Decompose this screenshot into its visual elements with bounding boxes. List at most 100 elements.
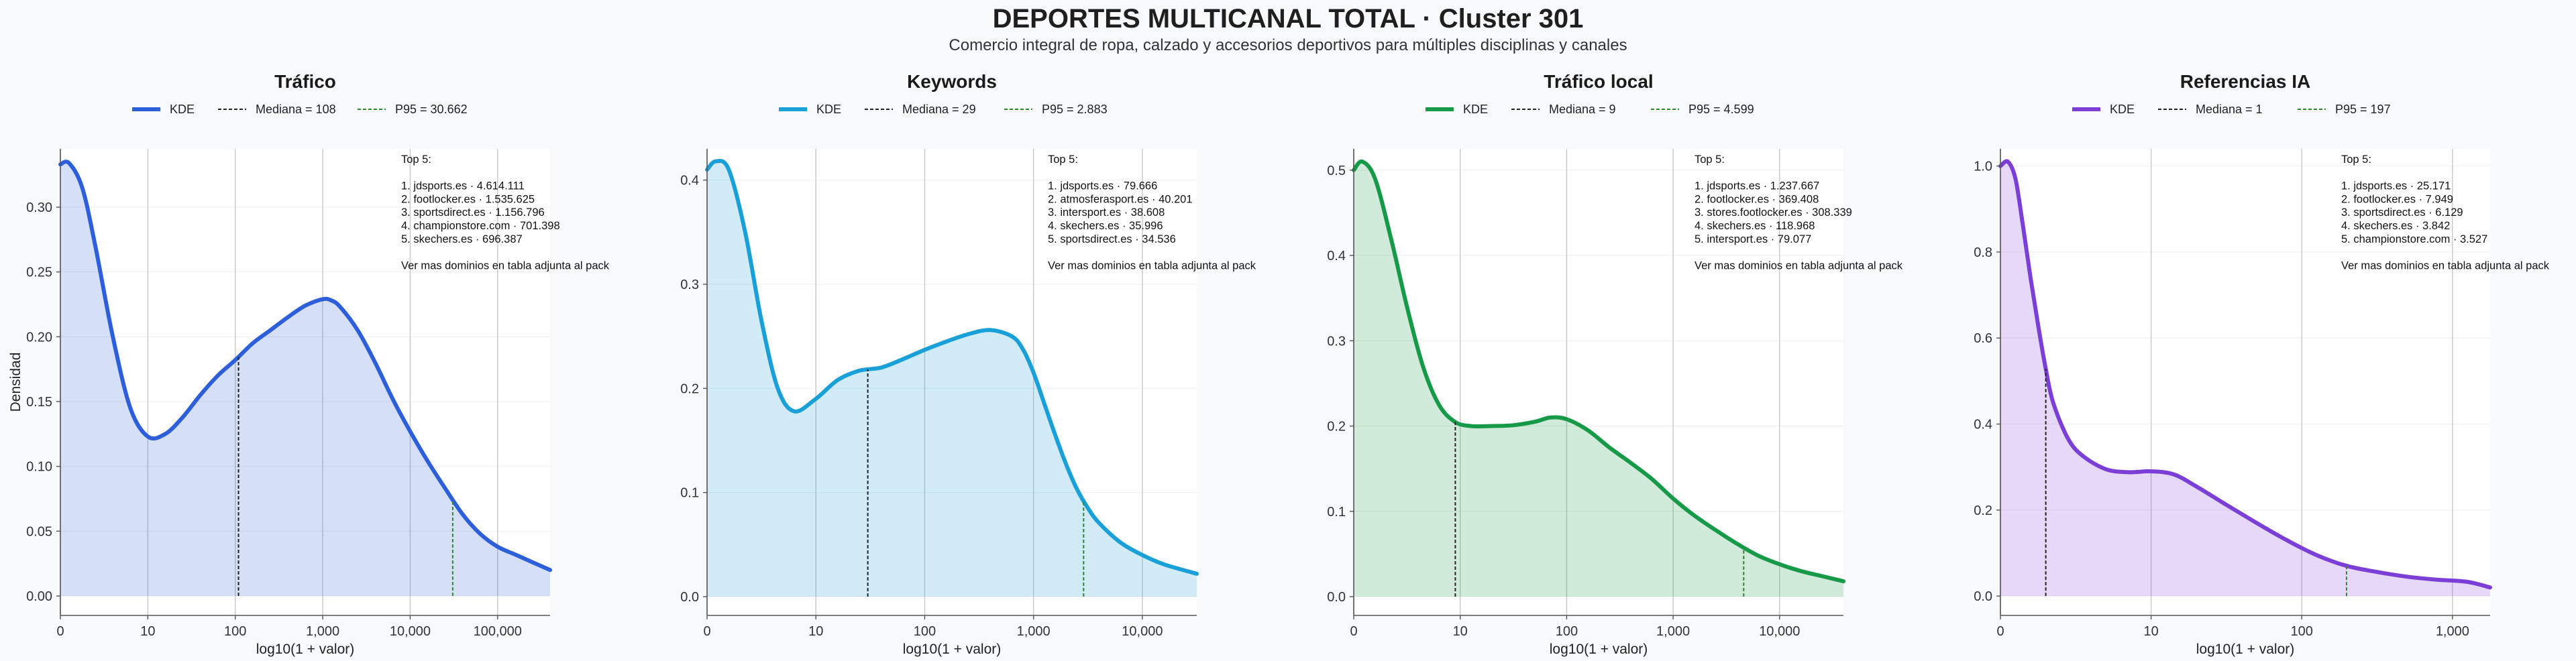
legend-p95-label: P95 = 2.883	[1042, 103, 1108, 116]
y-tick-label: 1.0	[1974, 160, 1992, 174]
y-tick-label: 0.3	[680, 278, 699, 292]
x-tick-label: 0	[1350, 624, 1357, 639]
panel-2: 0.0 0.1 0.2 0.3 0.4 0 10 100 1,000 10,000 log10(1 …	[680, 71, 1256, 657]
x-tick-label: 10,000	[1759, 624, 1800, 639]
panel-title: Tráfico	[274, 71, 336, 92]
panel-1: 0.00 0.05 0.10 0.15 0.20 0.25 0.30 0 10 100 1,000 1…	[8, 71, 610, 657]
legend-kde-label: KDE	[816, 103, 841, 116]
x-tick-label: 1,000	[2436, 624, 2469, 639]
annotation-line: 3. sportsdirect.es · 6.129	[2341, 206, 2463, 219]
legend-median-label: Mediana = 29	[902, 103, 976, 116]
annotation-line: 5. intersport.es · 79.077	[1695, 233, 1811, 245]
y-tick-label: 0.1	[1327, 505, 1346, 520]
x-tick-label: 0	[1996, 624, 2004, 639]
y-tick-label: 0.1	[680, 486, 699, 501]
x-tick-label: 100,000	[474, 624, 522, 639]
annotation-line: 2. footlocker.es · 1.535.625	[401, 193, 535, 205]
kde-line	[705, 158, 1199, 576]
legend-median-label: Mediana = 1	[2196, 103, 2263, 116]
panel-4: 0.0 0.2 0.4 0.6 0.8 1.0 0 10 100 1,000 log10(1 + v…	[1974, 71, 2550, 657]
panel-title: Referencias IA	[2180, 71, 2311, 92]
y-tick-label: 0.8	[1974, 245, 1992, 260]
x-tick-label: 100	[2291, 624, 2313, 639]
kde-line	[1352, 159, 1845, 584]
y-tick-label: 0.4	[1974, 418, 1992, 432]
x-tick-label: 100	[1556, 624, 1578, 639]
y-tick-label: 0.20	[26, 330, 52, 345]
annotation-line: Ver mas dominios en tabla adjunta al pac…	[401, 259, 610, 272]
y-tick-label: 0.00	[26, 589, 52, 604]
legend-median-label: Mediana = 108	[256, 103, 336, 116]
annotation-line: 2. footlocker.es · 7.949	[2341, 193, 2453, 205]
x-tick-label: 1,000	[1656, 624, 1690, 639]
annotation-line: 1. jdsports.es · 1.237.667	[1695, 180, 1819, 192]
legend-p95-label: P95 = 197	[2335, 103, 2391, 116]
kde-line	[1998, 159, 2492, 590]
x-tick-label: 0	[703, 624, 710, 639]
annotation-line: Top 5:	[2341, 154, 2371, 166]
y-tick-label: 0.05	[26, 524, 52, 539]
annotation-line: Top 5:	[1048, 154, 1078, 166]
kde-line	[58, 160, 552, 573]
plot-area	[2000, 149, 2490, 615]
annotation-line: 1. jdsports.es · 79.666	[1048, 180, 1157, 192]
annotation-line: 4. skechers.es · 3.842	[2341, 220, 2450, 232]
y-tick-label: 0.4	[680, 174, 699, 188]
annotation-line: 5. sportsdirect.es · 34.536	[1048, 233, 1176, 245]
plot-area	[1354, 149, 1843, 615]
panel-title: Keywords	[907, 71, 997, 92]
y-tick-label: 0.25	[26, 265, 52, 280]
x-tick-label: 1,000	[306, 624, 339, 639]
y-tick-label: 0.3	[1327, 334, 1346, 349]
x-tick-label: 10	[2143, 624, 2158, 639]
y-tick-label: 0.15	[26, 395, 52, 410]
x-tick-label: 0	[56, 624, 64, 639]
x-axis-label: log10(1 + valor)	[1550, 642, 1648, 657]
y-tick-label: 0.6	[1974, 331, 1992, 346]
kde-fill	[1354, 161, 1843, 597]
panel-3: 0.0 0.1 0.2 0.3 0.4 0.5 0 10 100 1,000 10,000 log10…	[1327, 71, 1903, 657]
x-tick-label: 100	[914, 624, 936, 639]
annotation-line: 1. jdsports.es · 25.171	[2341, 180, 2451, 192]
legend-p95-label: P95 = 4.599	[1688, 103, 1754, 116]
legend-kde-label: KDE	[170, 103, 195, 116]
x-tick-label: 1,000	[1017, 624, 1051, 639]
y-tick-label: 0.2	[1974, 503, 1992, 518]
x-tick-label: 10	[140, 624, 155, 639]
annotation-line: 3. stores.footlocker.es · 308.339	[1695, 206, 1852, 219]
y-tick-label: 0.0	[680, 590, 699, 605]
legend-median-label: Mediana = 9	[1549, 103, 1616, 116]
annotation-line: 5. skechers.es · 696.387	[401, 233, 523, 245]
y-tick-label: 0.0	[1974, 589, 1992, 604]
panel-title: Tráfico local	[1544, 71, 1653, 92]
y-tick-label: 0.0	[1327, 590, 1346, 605]
x-tick-label: 10	[1453, 624, 1468, 639]
legend-kde-label: KDE	[2110, 103, 2135, 116]
plot-area	[60, 149, 550, 615]
annotation-line: 3. sportsdirect.es · 1.156.796	[401, 206, 545, 219]
x-tick-label: 100	[224, 624, 246, 639]
kde-fill	[60, 162, 550, 596]
annotation-line: Top 5:	[401, 154, 431, 166]
main-title: DEPORTES MULTICANAL TOTAL · Cluster 301	[992, 4, 1584, 34]
annotation-line: 4. championstore.com · 701.398	[401, 220, 560, 232]
annotation-line: Ver mas dominios en tabla adjunta al pac…	[1048, 259, 1256, 272]
x-axis-label: log10(1 + valor)	[256, 642, 355, 657]
annotation-line: 4. skechers.es · 118.968	[1695, 220, 1815, 232]
y-tick-label: 0.30	[26, 200, 52, 215]
y-tick-label: 0.2	[680, 381, 699, 396]
annotation-line: Ver mas dominios en tabla adjunta al pac…	[1695, 259, 1903, 272]
legend-p95-label: P95 = 30.662	[395, 103, 468, 116]
x-tick-label: 10	[808, 624, 823, 639]
annotation-line: Ver mas dominios en tabla adjunta al pac…	[2341, 259, 2550, 272]
main-subtitle: Comercio integral de ropa, calzado y acc…	[949, 36, 1627, 54]
legend-kde-label: KDE	[1463, 103, 1488, 116]
y-tick-label: 0.4	[1327, 249, 1346, 263]
annotation-line: 2. footlocker.es · 369.408	[1695, 193, 1819, 205]
annotation-line: 3. intersport.es · 38.608	[1048, 206, 1165, 219]
x-tick-label: 10,000	[390, 624, 431, 639]
kde-fill	[2000, 161, 2490, 597]
annotation-line: 4. skechers.es · 35.996	[1048, 220, 1163, 232]
